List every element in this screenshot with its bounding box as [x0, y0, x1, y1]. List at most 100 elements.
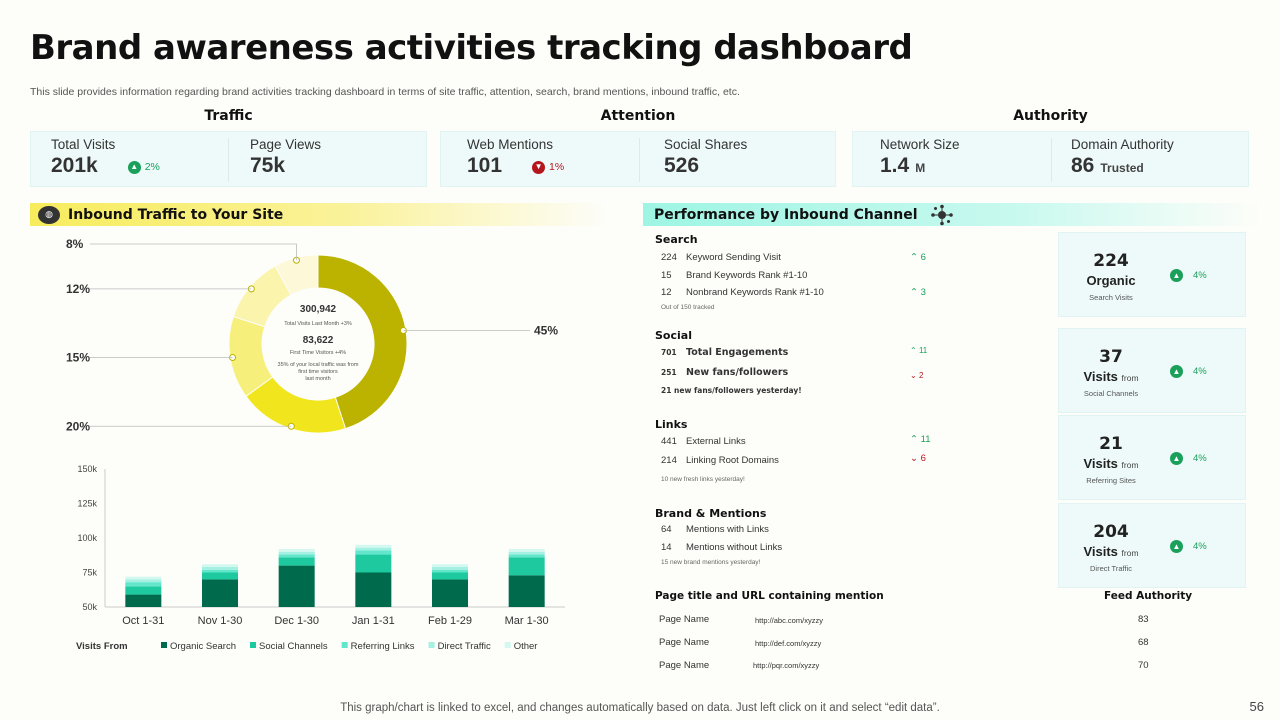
- delta-value: 2: [918, 371, 924, 380]
- kpi-label: Web Mentions: [467, 137, 554, 152]
- legend-title: Visits From: [76, 641, 128, 652]
- brand-mentions-row: 64 Mentions with Links: [661, 524, 769, 535]
- kpi-value: 201k: [51, 154, 98, 177]
- y-tick-label: 75k: [82, 568, 97, 578]
- row-label: Mentions without Links: [686, 542, 783, 553]
- bar-segment: [278, 565, 315, 607]
- kpi-web-mentions: Web Mentions 101 ▼ 1%: [447, 132, 564, 188]
- row-number: 14: [661, 542, 672, 553]
- mention-authority: 68: [1138, 637, 1149, 648]
- kpi-change: ▼ 1%: [532, 160, 564, 174]
- channel-card-referring: 21 Visits from Referring Sites ▲ 4%: [1058, 415, 1246, 500]
- kpi-box-authority: Network Size 1.4 M Domain Authority 86 T…: [852, 131, 1249, 187]
- card-change: ▲ 4%: [1170, 269, 1207, 282]
- card-title: Organic: [1059, 273, 1163, 288]
- y-tick-label: 150k: [77, 464, 97, 474]
- legend-swatch: [341, 642, 348, 648]
- bar-segment: [508, 549, 545, 552]
- kpi-label: Domain Authority: [1071, 137, 1174, 152]
- card-value: 37: [1099, 347, 1123, 367]
- legend-label: Referring Links: [351, 641, 415, 652]
- inbound-traffic-band: ◍ Inbound Traffic to Your Site: [30, 203, 605, 226]
- kpi-label: Network Size: [880, 137, 960, 152]
- bar-segment: [202, 569, 238, 573]
- card-title: Visits from: [1059, 456, 1163, 471]
- kpi-box-traffic: Total Visits 201k ▲ 2% Page Views 75k: [30, 131, 427, 187]
- network-icon: [930, 204, 953, 225]
- social-row: 701 Total Engagements: [661, 347, 788, 358]
- bar-segment: [125, 594, 162, 607]
- kpi-network-size: Network Size 1.4 M: [860, 132, 960, 188]
- mention-url-link[interactable]: http://abc.com/xyzzy: [755, 616, 823, 625]
- x-tick-label: Feb 1-29: [428, 615, 472, 627]
- row-label: New fans/followers: [686, 367, 789, 378]
- mention-authority: 70: [1138, 660, 1149, 671]
- mention-url-link[interactable]: http://pqr.com/xyzzy: [753, 661, 820, 670]
- kpi-divider: [639, 138, 640, 182]
- brand-mentions-note: 15 new brand mentions yesterday!: [661, 559, 761, 566]
- kpi-divider: [228, 138, 229, 182]
- card-change-value: 4%: [1193, 541, 1207, 552]
- row-label: Keyword Sending Visit: [686, 252, 781, 263]
- row-delta: ⌃ 11: [910, 346, 927, 355]
- legend-label: Organic Search: [170, 641, 236, 652]
- arrow-up-icon: ▲: [1170, 452, 1183, 465]
- caret-up-icon: ⌃: [910, 252, 918, 263]
- row-number: 251: [661, 368, 677, 377]
- bar-segment: [432, 569, 468, 573]
- card-change-value: 4%: [1193, 270, 1207, 281]
- bar-segment: [278, 554, 315, 558]
- card-change: ▲ 4%: [1170, 452, 1207, 465]
- delta-value: 11: [918, 346, 928, 355]
- bar-segment: [125, 579, 162, 583]
- delta-value: 11: [920, 434, 931, 445]
- kpi-divider: [1051, 138, 1052, 182]
- legend-label: Direct Traffic: [438, 641, 491, 652]
- card-change-value: 4%: [1193, 453, 1207, 464]
- globe-icon: ◍: [38, 205, 60, 224]
- row-label: Total Engagements: [686, 347, 789, 358]
- mention-page-name: Page Name: [659, 614, 710, 625]
- page-title: Brand awareness activities tracking dash…: [30, 28, 913, 68]
- row-number: 441: [661, 436, 677, 447]
- search-section-title: Search: [655, 233, 698, 246]
- donut-center-note-line: first time visitors: [298, 369, 338, 375]
- card-change: ▲ 4%: [1170, 365, 1207, 378]
- row-delta: ⌃ 11: [910, 434, 930, 445]
- x-tick-label: Jan 1-31: [352, 615, 395, 627]
- arrow-up-icon: ▲: [1170, 365, 1183, 378]
- group-title-traffic: Traffic: [204, 108, 253, 124]
- kpi-total-visits: Total Visits 201k ▲ 2%: [31, 132, 160, 188]
- legend-label: Social Channels: [259, 641, 328, 652]
- row-number: 224: [661, 252, 677, 263]
- bar-segment: [202, 572, 238, 580]
- bar-segment: [125, 576, 162, 580]
- card-title-text: Visits: [1083, 544, 1118, 559]
- bar-segment: [355, 544, 392, 548]
- donut-center-value-1: 300,942: [300, 304, 337, 315]
- card-title: Visits from: [1059, 544, 1163, 559]
- donut-slice-label: 45%: [534, 323, 558, 337]
- donut-slice-label: 20%: [66, 419, 90, 433]
- visits-stacked-bar-chart: 50k 75k 100k 125k 150k Oct 1-31 Nov 1-30 Dec 1…: [76, 464, 565, 652]
- group-title-authority: Authority: [1013, 108, 1088, 124]
- donut-center-label-2: First Time Visitors +4%: [290, 350, 346, 356]
- caret-down-icon: ⌄: [910, 371, 917, 380]
- mention-url-link[interactable]: http://def.com/xyzzy: [755, 639, 822, 648]
- search-row: 15 Brand Keywords Rank #1-10: [661, 270, 807, 281]
- x-tick-label: Nov 1-30: [198, 615, 243, 627]
- arrow-down-icon: ▼: [532, 160, 546, 174]
- row-label: Linking Root Domains: [686, 455, 779, 466]
- kpi-value: 526: [664, 154, 700, 177]
- caret-up-icon: ⌃: [910, 287, 918, 298]
- card-subtitle: Social Channels: [1083, 389, 1139, 398]
- search-row: 12 Nonbrand Keywords Rank #1-10: [661, 287, 824, 298]
- social-row: 251 New fans/followers: [661, 367, 788, 378]
- row-number: 12: [661, 287, 672, 298]
- y-tick-label: 100k: [77, 533, 97, 543]
- bar-segment: [278, 557, 315, 566]
- donut-slice: [317, 254, 408, 430]
- kpi-label: Social Shares: [664, 137, 748, 152]
- mention-page-name: Page Name: [659, 637, 710, 648]
- x-tick-label: Mar 1-30: [505, 615, 549, 627]
